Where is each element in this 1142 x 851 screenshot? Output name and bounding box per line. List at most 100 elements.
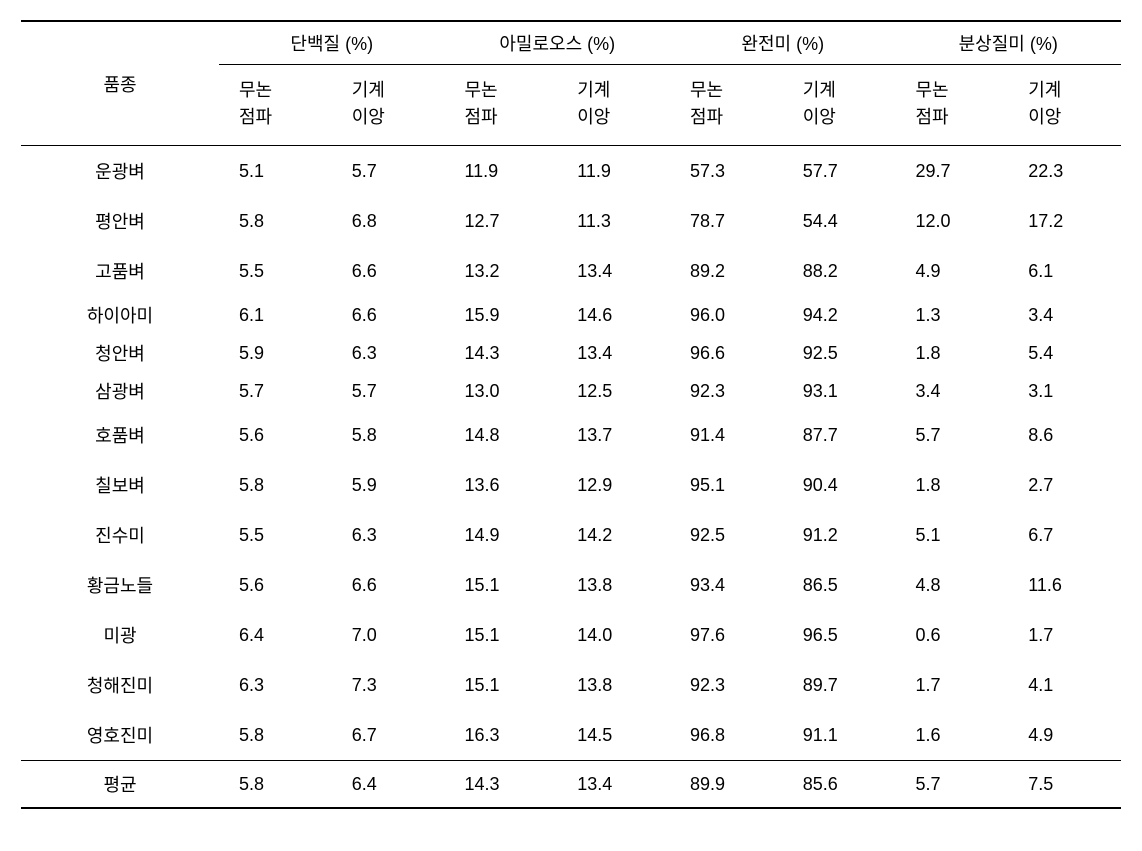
data-cell: 57.3 bbox=[670, 146, 783, 197]
data-cell: 1.6 bbox=[896, 710, 1009, 761]
data-cell: 1.3 bbox=[896, 296, 1009, 334]
average-row: 평균5.86.414.313.489.985.65.77.5 bbox=[21, 761, 1121, 809]
table-row: 운광벼5.15.711.911.957.357.729.722.3 bbox=[21, 146, 1121, 197]
rice-quality-table: 품종 단백질 (%) 아밀로오스 (%) 완전미 (%) 분상질미 (%) 무논… bbox=[21, 20, 1121, 809]
data-cell: 1.8 bbox=[896, 334, 1009, 372]
data-cell: 2.7 bbox=[1008, 460, 1121, 510]
table-row: 진수미5.56.314.914.292.591.25.16.7 bbox=[21, 510, 1121, 560]
data-cell: 6.1 bbox=[219, 296, 332, 334]
data-cell: 6.4 bbox=[219, 610, 332, 660]
data-cell: 13.4 bbox=[557, 246, 670, 296]
data-cell: 14.9 bbox=[445, 510, 558, 560]
average-cell: 7.5 bbox=[1008, 761, 1121, 809]
data-cell: 6.6 bbox=[332, 560, 445, 610]
data-cell: 11.9 bbox=[445, 146, 558, 197]
data-cell: 96.8 bbox=[670, 710, 783, 761]
data-cell: 5.8 bbox=[219, 196, 332, 246]
data-cell: 6.6 bbox=[332, 296, 445, 334]
group-header-amylose: 아밀로오스 (%) bbox=[445, 21, 671, 65]
table-row: 칠보벼5.85.913.612.995.190.41.82.7 bbox=[21, 460, 1121, 510]
data-cell: 13.7 bbox=[557, 410, 670, 460]
sub-header: 기계이앙 bbox=[557, 65, 670, 146]
sub-header: 기계이앙 bbox=[332, 65, 445, 146]
data-cell: 54.4 bbox=[783, 196, 896, 246]
data-cell: 5.6 bbox=[219, 560, 332, 610]
data-cell: 86.5 bbox=[783, 560, 896, 610]
data-cell: 90.4 bbox=[783, 460, 896, 510]
data-cell: 16.3 bbox=[445, 710, 558, 761]
data-cell: 13.8 bbox=[557, 560, 670, 610]
data-cell: 89.2 bbox=[670, 246, 783, 296]
data-cell: 12.5 bbox=[557, 372, 670, 410]
data-cell: 5.1 bbox=[219, 146, 332, 197]
group-header-protein: 단백질 (%) bbox=[219, 21, 445, 65]
data-cell: 5.6 bbox=[219, 410, 332, 460]
sub-header: 기계이앙 bbox=[783, 65, 896, 146]
data-cell: 57.7 bbox=[783, 146, 896, 197]
table-row: 삼광벼5.75.713.012.592.393.13.43.1 bbox=[21, 372, 1121, 410]
data-cell: 5.7 bbox=[332, 146, 445, 197]
data-cell: 5.9 bbox=[219, 334, 332, 372]
average-label: 평균 bbox=[21, 761, 219, 809]
data-cell: 5.9 bbox=[332, 460, 445, 510]
data-cell: 87.7 bbox=[783, 410, 896, 460]
data-cell: 8.6 bbox=[1008, 410, 1121, 460]
data-cell: 11.9 bbox=[557, 146, 670, 197]
variety-cell: 평안벼 bbox=[21, 196, 219, 246]
data-cell: 15.1 bbox=[445, 560, 558, 610]
data-cell: 3.4 bbox=[1008, 296, 1121, 334]
table-row: 고품벼5.56.613.213.489.288.24.96.1 bbox=[21, 246, 1121, 296]
data-cell: 93.4 bbox=[670, 560, 783, 610]
variety-cell: 삼광벼 bbox=[21, 372, 219, 410]
data-cell: 96.0 bbox=[670, 296, 783, 334]
table-row: 미광6.47.015.114.097.696.50.61.7 bbox=[21, 610, 1121, 660]
data-cell: 92.5 bbox=[670, 510, 783, 560]
data-cell: 22.3 bbox=[1008, 146, 1121, 197]
data-cell: 6.3 bbox=[332, 334, 445, 372]
group-header-chalky: 분상질미 (%) bbox=[896, 21, 1122, 65]
sub-header: 무논점파 bbox=[896, 65, 1009, 146]
data-cell: 15.1 bbox=[445, 610, 558, 660]
data-cell: 91.2 bbox=[783, 510, 896, 560]
data-cell: 13.0 bbox=[445, 372, 558, 410]
table-row: 영호진미5.86.716.314.596.891.11.64.9 bbox=[21, 710, 1121, 761]
table-body: 운광벼5.15.711.911.957.357.729.722.3평안벼5.86… bbox=[21, 146, 1121, 809]
data-cell: 12.7 bbox=[445, 196, 558, 246]
data-cell: 5.7 bbox=[219, 372, 332, 410]
data-cell: 92.3 bbox=[670, 372, 783, 410]
table-row: 호품벼5.65.814.813.791.487.75.78.6 bbox=[21, 410, 1121, 460]
data-cell: 88.2 bbox=[783, 246, 896, 296]
data-cell: 14.0 bbox=[557, 610, 670, 660]
data-cell: 15.1 bbox=[445, 660, 558, 710]
data-cell: 5.8 bbox=[219, 460, 332, 510]
table-row: 청안벼5.96.314.313.496.692.51.85.4 bbox=[21, 334, 1121, 372]
data-cell: 4.9 bbox=[1008, 710, 1121, 761]
variety-cell: 청해진미 bbox=[21, 660, 219, 710]
data-cell: 29.7 bbox=[896, 146, 1009, 197]
data-cell: 93.1 bbox=[783, 372, 896, 410]
average-cell: 6.4 bbox=[332, 761, 445, 809]
data-cell: 6.3 bbox=[332, 510, 445, 560]
data-cell: 5.8 bbox=[219, 710, 332, 761]
table-container: 품종 단백질 (%) 아밀로오스 (%) 완전미 (%) 분상질미 (%) 무논… bbox=[21, 20, 1121, 809]
variety-cell: 청안벼 bbox=[21, 334, 219, 372]
data-cell: 5.4 bbox=[1008, 334, 1121, 372]
average-cell: 5.8 bbox=[219, 761, 332, 809]
variety-cell: 칠보벼 bbox=[21, 460, 219, 510]
average-cell: 14.3 bbox=[445, 761, 558, 809]
variety-cell: 황금노들 bbox=[21, 560, 219, 610]
average-cell: 85.6 bbox=[783, 761, 896, 809]
data-cell: 96.6 bbox=[670, 334, 783, 372]
data-cell: 4.9 bbox=[896, 246, 1009, 296]
variety-cell: 고품벼 bbox=[21, 246, 219, 296]
data-cell: 1.7 bbox=[1008, 610, 1121, 660]
table-header: 품종 단백질 (%) 아밀로오스 (%) 완전미 (%) 분상질미 (%) 무논… bbox=[21, 21, 1121, 146]
data-cell: 6.3 bbox=[219, 660, 332, 710]
data-cell: 3.4 bbox=[896, 372, 1009, 410]
data-cell: 14.6 bbox=[557, 296, 670, 334]
data-cell: 12.0 bbox=[896, 196, 1009, 246]
average-cell: 89.9 bbox=[670, 761, 783, 809]
data-cell: 7.3 bbox=[332, 660, 445, 710]
data-cell: 91.1 bbox=[783, 710, 896, 761]
table-row: 하이아미6.16.615.914.696.094.21.33.4 bbox=[21, 296, 1121, 334]
